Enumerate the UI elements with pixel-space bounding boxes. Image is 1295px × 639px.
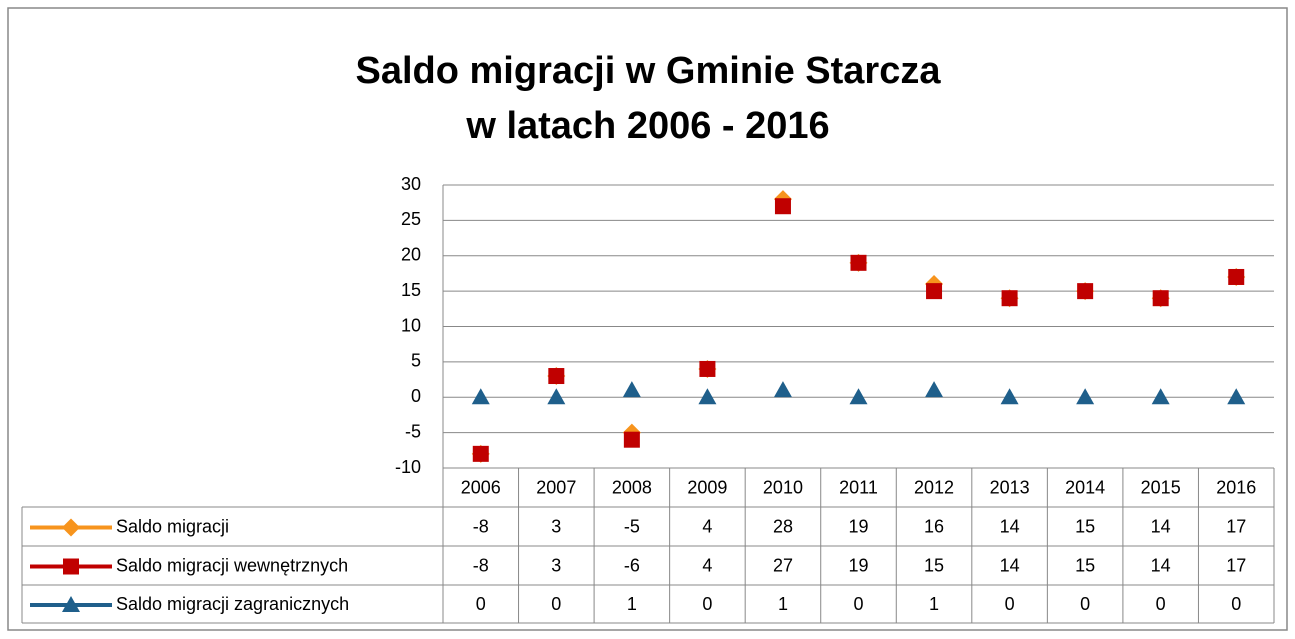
x-tick-label: 2015 [1141, 477, 1181, 497]
table-value: 28 [773, 516, 793, 536]
table-value: -8 [473, 555, 489, 575]
table-value: 14 [1000, 555, 1020, 575]
table-value: 17 [1226, 516, 1246, 536]
x-tick-label: 2014 [1065, 477, 1105, 497]
legend-label: Saldo migracji wewnętrznych [116, 555, 348, 575]
table-value: 14 [1151, 555, 1171, 575]
y-tick-label: 25 [401, 209, 421, 229]
marker [774, 198, 791, 215]
table-value: 0 [551, 594, 561, 614]
legend-label: Saldo migracji zagranicznych [116, 594, 349, 614]
x-tick-label: 2009 [687, 477, 727, 497]
x-tick-label: 2010 [763, 477, 803, 497]
chart-title: Saldo migracji w Gminie Starcza [356, 50, 942, 92]
marker [926, 283, 943, 300]
x-tick-label: 2008 [612, 477, 652, 497]
marker [62, 596, 80, 612]
table-value: 14 [1151, 516, 1171, 536]
table-value: 0 [1080, 594, 1090, 614]
y-tick-label: 30 [401, 174, 421, 194]
table-value: 0 [853, 594, 863, 614]
marker [1077, 283, 1094, 300]
y-tick-label: -5 [405, 421, 421, 441]
table-value: 0 [1005, 594, 1015, 614]
legend-label: Saldo migracji [116, 516, 229, 536]
y-tick-label: 15 [401, 280, 421, 300]
marker [623, 431, 640, 448]
y-tick-label: -10 [395, 457, 421, 477]
marker [471, 388, 490, 405]
table-value: 19 [848, 516, 868, 536]
marker [547, 388, 566, 405]
y-tick-label: 10 [401, 315, 421, 335]
marker [548, 368, 565, 385]
table-value: 16 [924, 516, 944, 536]
table-value: -6 [624, 555, 640, 575]
marker [699, 360, 716, 377]
marker [1000, 388, 1019, 405]
table-value: 4 [702, 516, 712, 536]
table-value: 0 [1156, 594, 1166, 614]
table-value: 27 [773, 555, 793, 575]
chart-title: w latach 2006 - 2016 [465, 105, 829, 147]
marker [773, 381, 792, 398]
table-value: 3 [551, 555, 561, 575]
marker [850, 254, 867, 271]
marker [925, 381, 944, 398]
table-value: 19 [848, 555, 868, 575]
x-tick-label: 2013 [990, 477, 1030, 497]
table-value: 1 [627, 594, 637, 614]
table-value: -8 [473, 516, 489, 536]
marker [62, 518, 80, 537]
marker [622, 381, 641, 398]
table-value: 0 [1231, 594, 1241, 614]
marker [63, 558, 79, 575]
table-value: 15 [924, 555, 944, 575]
marker [1227, 388, 1246, 405]
marker [1076, 388, 1095, 405]
marker [698, 388, 717, 405]
x-tick-label: 2011 [839, 477, 878, 497]
table-value: 3 [551, 516, 561, 536]
table-value: 14 [1000, 516, 1020, 536]
table-value: 0 [476, 594, 486, 614]
x-tick-label: 2012 [914, 477, 954, 497]
table-value: 17 [1226, 555, 1246, 575]
y-tick-label: 20 [401, 245, 421, 265]
table-value: 0 [702, 594, 712, 614]
x-tick-label: 2007 [536, 477, 576, 497]
table-value: 15 [1075, 516, 1095, 536]
table-value: 1 [929, 594, 939, 614]
chart-border [7, 7, 1288, 631]
y-tick-label: 5 [411, 351, 421, 371]
marker [849, 388, 868, 405]
marker [1228, 268, 1245, 285]
table-value: 4 [702, 555, 712, 575]
x-tick-label: 2016 [1216, 477, 1256, 497]
marker [1151, 388, 1170, 405]
table-value: -5 [624, 516, 640, 536]
y-tick-label: 0 [411, 386, 421, 406]
table-value: 1 [778, 594, 788, 614]
table-value: 15 [1075, 555, 1095, 575]
marker [472, 445, 489, 462]
x-tick-label: 2006 [461, 477, 501, 497]
marker [1152, 290, 1169, 307]
marker [1001, 290, 1018, 307]
